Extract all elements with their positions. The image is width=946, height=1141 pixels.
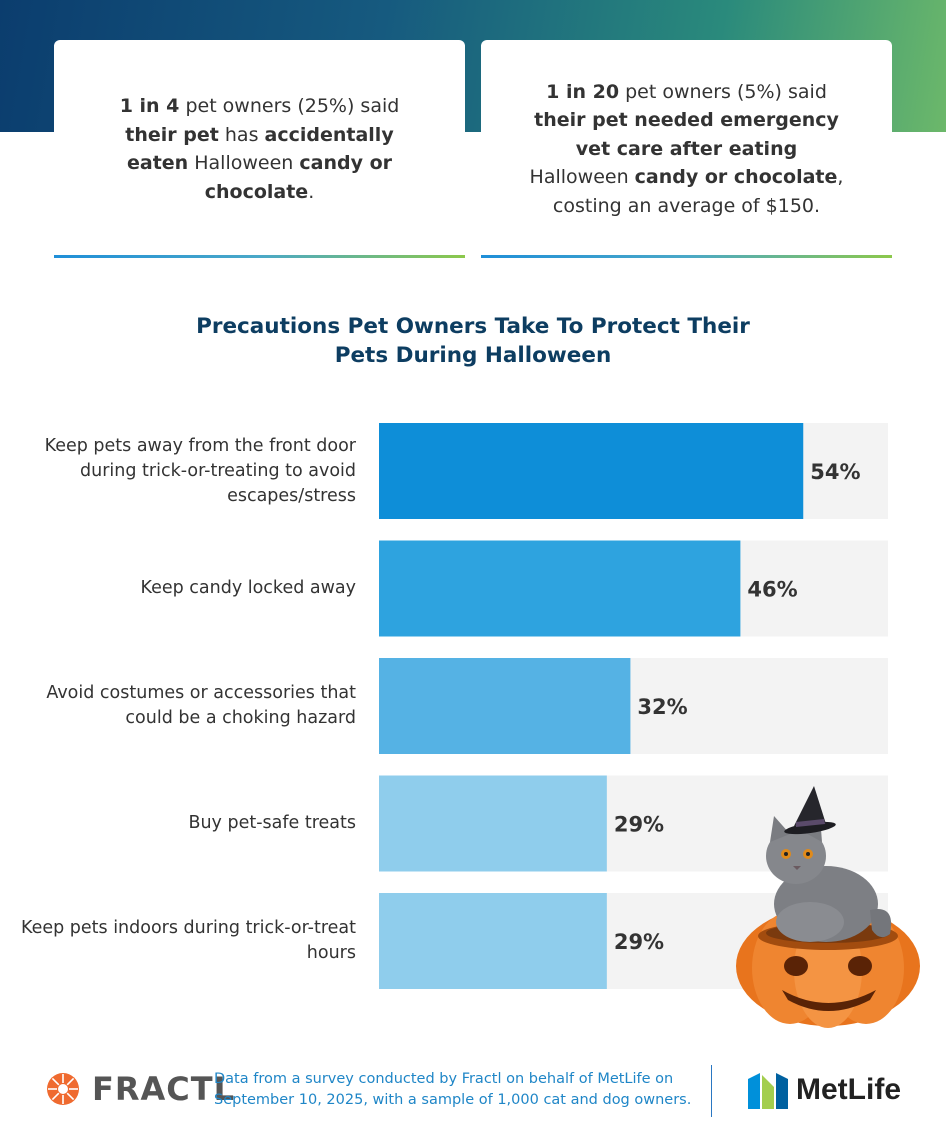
category-label: Avoid costumes or accessories that could… [16, 658, 356, 754]
stat-text: . [308, 180, 315, 203]
bar-value-label: 32% [637, 695, 687, 719]
bar-value-label: 29% [614, 930, 664, 954]
bar-value-label: 54% [810, 460, 860, 484]
category-label-text: Keep pets indoors during trick-or-treat … [20, 918, 356, 963]
bar-value-label: 46% [747, 578, 797, 602]
stat-bold-text: candy or chocolate [634, 166, 838, 189]
category-label: Keep pets indoors during trick-or-treat … [16, 893, 356, 989]
bar [379, 658, 631, 754]
bar [379, 540, 741, 637]
stat-card-candy-eaten: 1 in 4 pet owners (25%) said their pet h… [54, 40, 465, 258]
stat-text: , costing an average of $150. [552, 166, 844, 217]
stat-card-text: 1 in 4 pet owners (25%) said their pet h… [98, 92, 421, 206]
witch-hat-shape [784, 786, 836, 835]
stat-card-emergency-vet: 1 in 20 pet owners (5%) said their pet n… [481, 40, 892, 258]
cat-in-pumpkin-illustration [736, 786, 920, 1028]
stat-text: Halloween [188, 152, 300, 174]
stat-card-underline [481, 255, 892, 258]
category-label-text: Keep candy locked away [140, 578, 356, 598]
footer-divider [711, 1065, 712, 1117]
stat-bold-text: accidentally eaten [127, 123, 394, 175]
category-label: Buy pet-safe treats [16, 776, 356, 872]
metlife-logo-text: MetLife [796, 1073, 901, 1106]
category-label-text: Avoid costumes or accessories that could… [46, 683, 356, 728]
stat-bold-text: their pet needed emergency vet care afte… [534, 109, 839, 160]
cat-shape [766, 816, 892, 942]
stat-bold-text: 1 in 4 [119, 95, 180, 117]
stat-card-underline [54, 255, 465, 258]
bar [379, 775, 607, 872]
stat-text: pet owners (25%) said [179, 95, 400, 117]
stat-bold-text: 1 in 20 [546, 80, 620, 103]
stat-bold-text: candy or chocolate [204, 152, 392, 203]
fractl-logo-text: FRACTL [92, 1070, 235, 1108]
category-label-text: Keep pets away from the front door durin… [44, 435, 356, 506]
category-label: Keep pets away from the front door durin… [16, 423, 356, 519]
survey-source-note: Data from a survey conducted by Fractl o… [214, 1071, 692, 1108]
stat-text: pet owners (5%) said [619, 80, 827, 103]
metlife-m-icon [748, 1073, 788, 1109]
category-label: Keep candy locked away [16, 541, 356, 637]
bar-value-label: 29% [614, 813, 664, 837]
stat-bold-text: their pet [125, 123, 219, 146]
stat-card-text: 1 in 20 pet owners (5%) said their pet n… [527, 78, 846, 221]
bar [379, 423, 804, 519]
stat-text: has [218, 123, 265, 146]
bar [379, 893, 607, 989]
chart-title: Precautions Pet Owners Take To Protect T… [196, 314, 750, 368]
fractl-sunburst-icon [47, 1073, 79, 1105]
category-label-text: Buy pet-safe treats [188, 813, 356, 833]
stat-text: Halloween [529, 166, 635, 189]
